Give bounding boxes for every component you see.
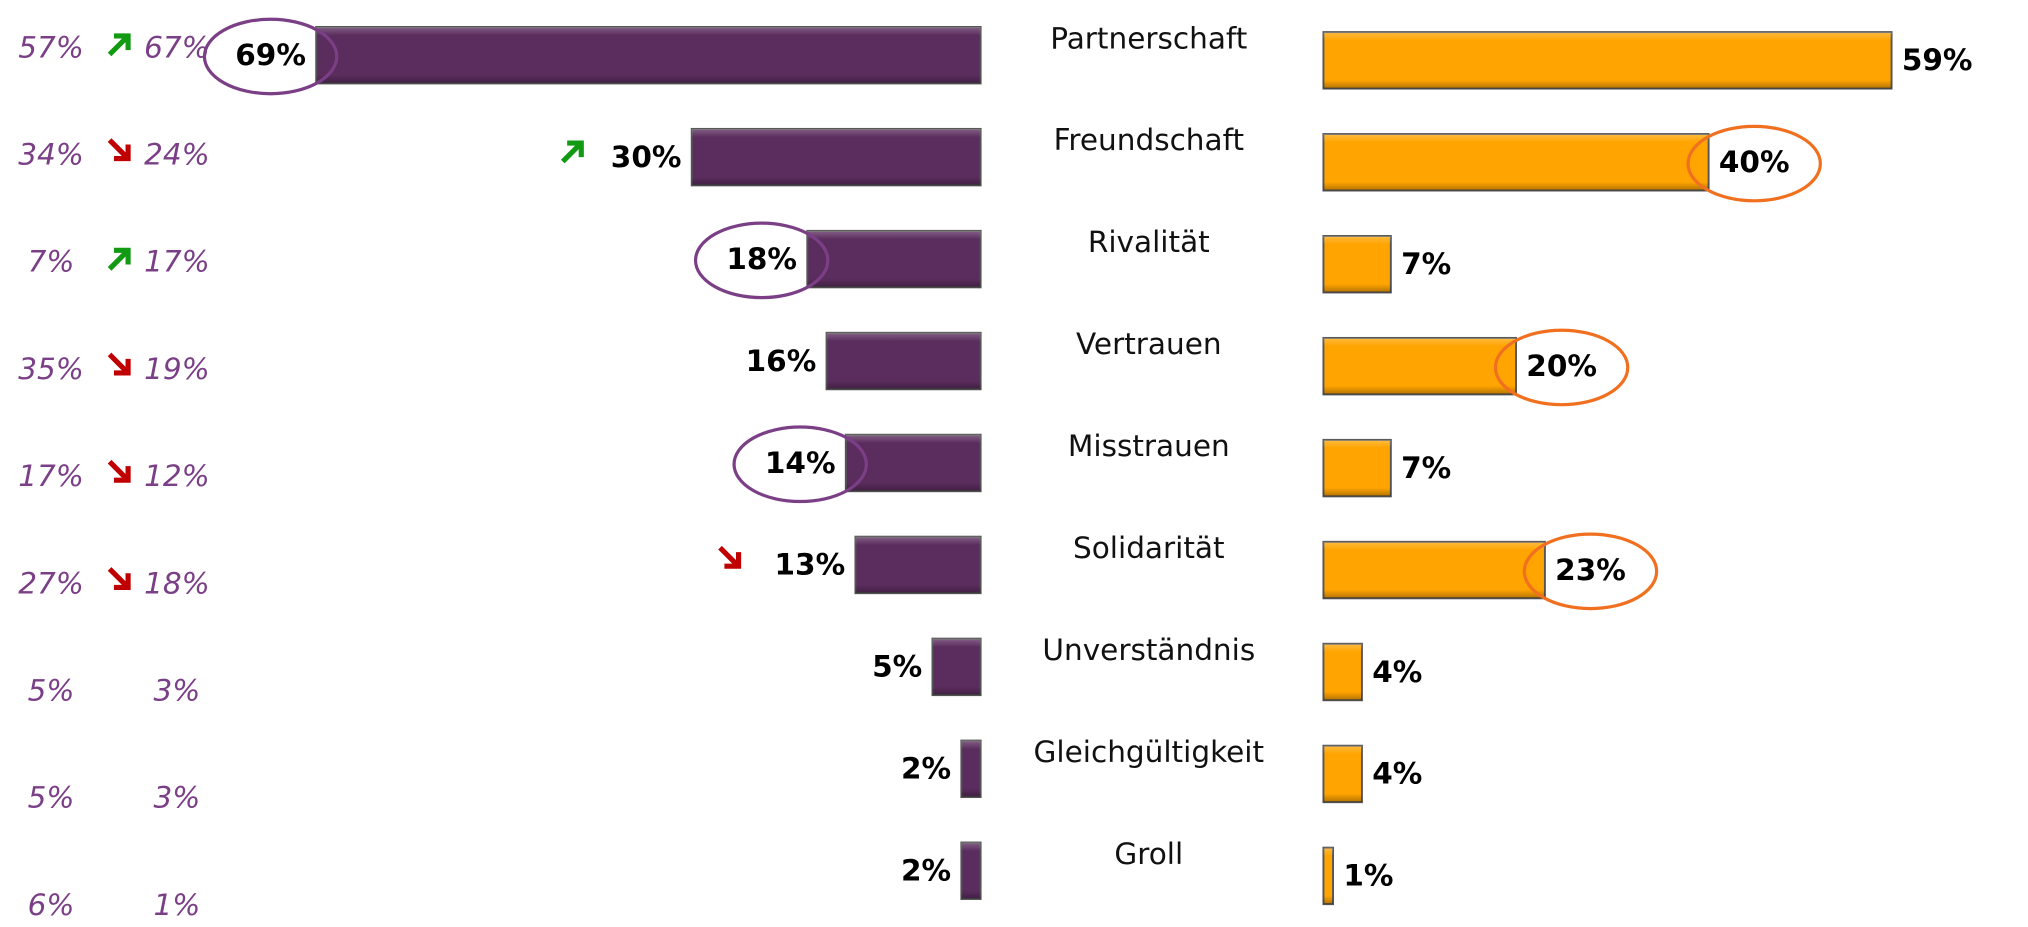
trend-arrow <box>560 140 584 164</box>
value-label: 30% <box>611 140 682 174</box>
comparison-value: 3% <box>153 781 200 815</box>
comparison-value: 17% <box>144 245 210 279</box>
comparison-value: 34% <box>18 137 84 171</box>
category-label: Gleichgültigkeit <box>1034 735 1265 769</box>
bar-bevel <box>845 434 981 492</box>
comparison-value: 5% <box>28 674 75 708</box>
category-label: Groll <box>1114 837 1183 871</box>
value-label: 16% <box>746 344 817 378</box>
value-label: 23% <box>1555 553 1626 587</box>
value-label: 18% <box>726 242 797 276</box>
value-label: 2% <box>901 752 951 786</box>
highlight-circle <box>1493 328 1630 407</box>
category-label: Misstrauen <box>1068 429 1230 463</box>
bar-bevel <box>316 26 981 84</box>
category-label: Rivalität <box>1088 225 1210 259</box>
value-label: 2% <box>901 854 951 888</box>
bar-bevel <box>1323 235 1391 293</box>
comparison-value: 17% <box>18 459 84 493</box>
bar-bevel <box>1323 439 1391 497</box>
bar-bevel <box>1323 32 1892 89</box>
trend-arrow <box>107 352 131 376</box>
trend-arrow <box>107 247 131 271</box>
bar-bevel <box>855 536 981 594</box>
value-label: 7% <box>1401 451 1451 485</box>
bar-bevel <box>961 740 981 798</box>
bar-bevel <box>1323 847 1334 905</box>
value-label: 14% <box>765 446 836 480</box>
category-label: Freundschaft <box>1054 123 1244 157</box>
bar-bevel <box>1323 541 1545 599</box>
bar-bevel <box>932 638 981 696</box>
comparison-value: 67% <box>144 30 210 64</box>
comparison-value: 18% <box>144 566 210 600</box>
comparison-value: 24% <box>144 137 210 171</box>
comparison-value: 1% <box>153 888 200 922</box>
trend-arrow <box>718 545 742 569</box>
value-label: 7% <box>1401 247 1451 281</box>
category-label: Partnerschaft <box>1050 21 1247 55</box>
bar-bevel <box>961 842 981 900</box>
value-label: 20% <box>1526 349 1597 383</box>
comparison-value: 35% <box>18 352 84 386</box>
highlight-circle <box>732 425 868 504</box>
comparison-value: 3% <box>153 674 200 708</box>
highlight-circle <box>1686 124 1822 203</box>
highlight-circle <box>693 221 830 300</box>
trend-arrow <box>107 459 131 483</box>
comparison-value: 27% <box>18 566 84 600</box>
comparison-value: 12% <box>144 459 210 493</box>
value-label: 4% <box>1372 757 1422 791</box>
value-label: 4% <box>1372 655 1422 689</box>
trend-arrow <box>107 138 131 162</box>
trend-arrow <box>107 567 131 590</box>
bar-bevel <box>826 332 981 390</box>
value-label: 69% <box>235 38 306 72</box>
category-label: Unverständnis <box>1042 633 1255 667</box>
bar-bevel <box>1323 337 1517 395</box>
bar-bevel <box>1323 643 1362 701</box>
trend-arrow <box>107 33 131 57</box>
comparison-value: 19% <box>144 352 210 386</box>
bar-bevel <box>1323 745 1362 803</box>
comparison-value: 6% <box>28 888 75 922</box>
comparison-value: 57% <box>18 30 84 64</box>
category-label: Vertrauen <box>1076 327 1222 361</box>
bar-bevel <box>691 128 981 186</box>
value-label: 13% <box>775 548 846 582</box>
value-label: 40% <box>1719 145 1790 179</box>
highlight-circle <box>202 17 339 96</box>
highlight-circle <box>1522 532 1659 611</box>
value-label: 1% <box>1343 859 1393 893</box>
category-label: Solidarität <box>1073 531 1225 565</box>
comparison-value: 5% <box>28 781 75 815</box>
value-label: 5% <box>872 650 922 684</box>
bar-bevel <box>1323 134 1709 191</box>
value-label: 59% <box>1902 43 1973 77</box>
bar-bevel <box>807 230 981 288</box>
comparison-value: 7% <box>28 245 75 279</box>
